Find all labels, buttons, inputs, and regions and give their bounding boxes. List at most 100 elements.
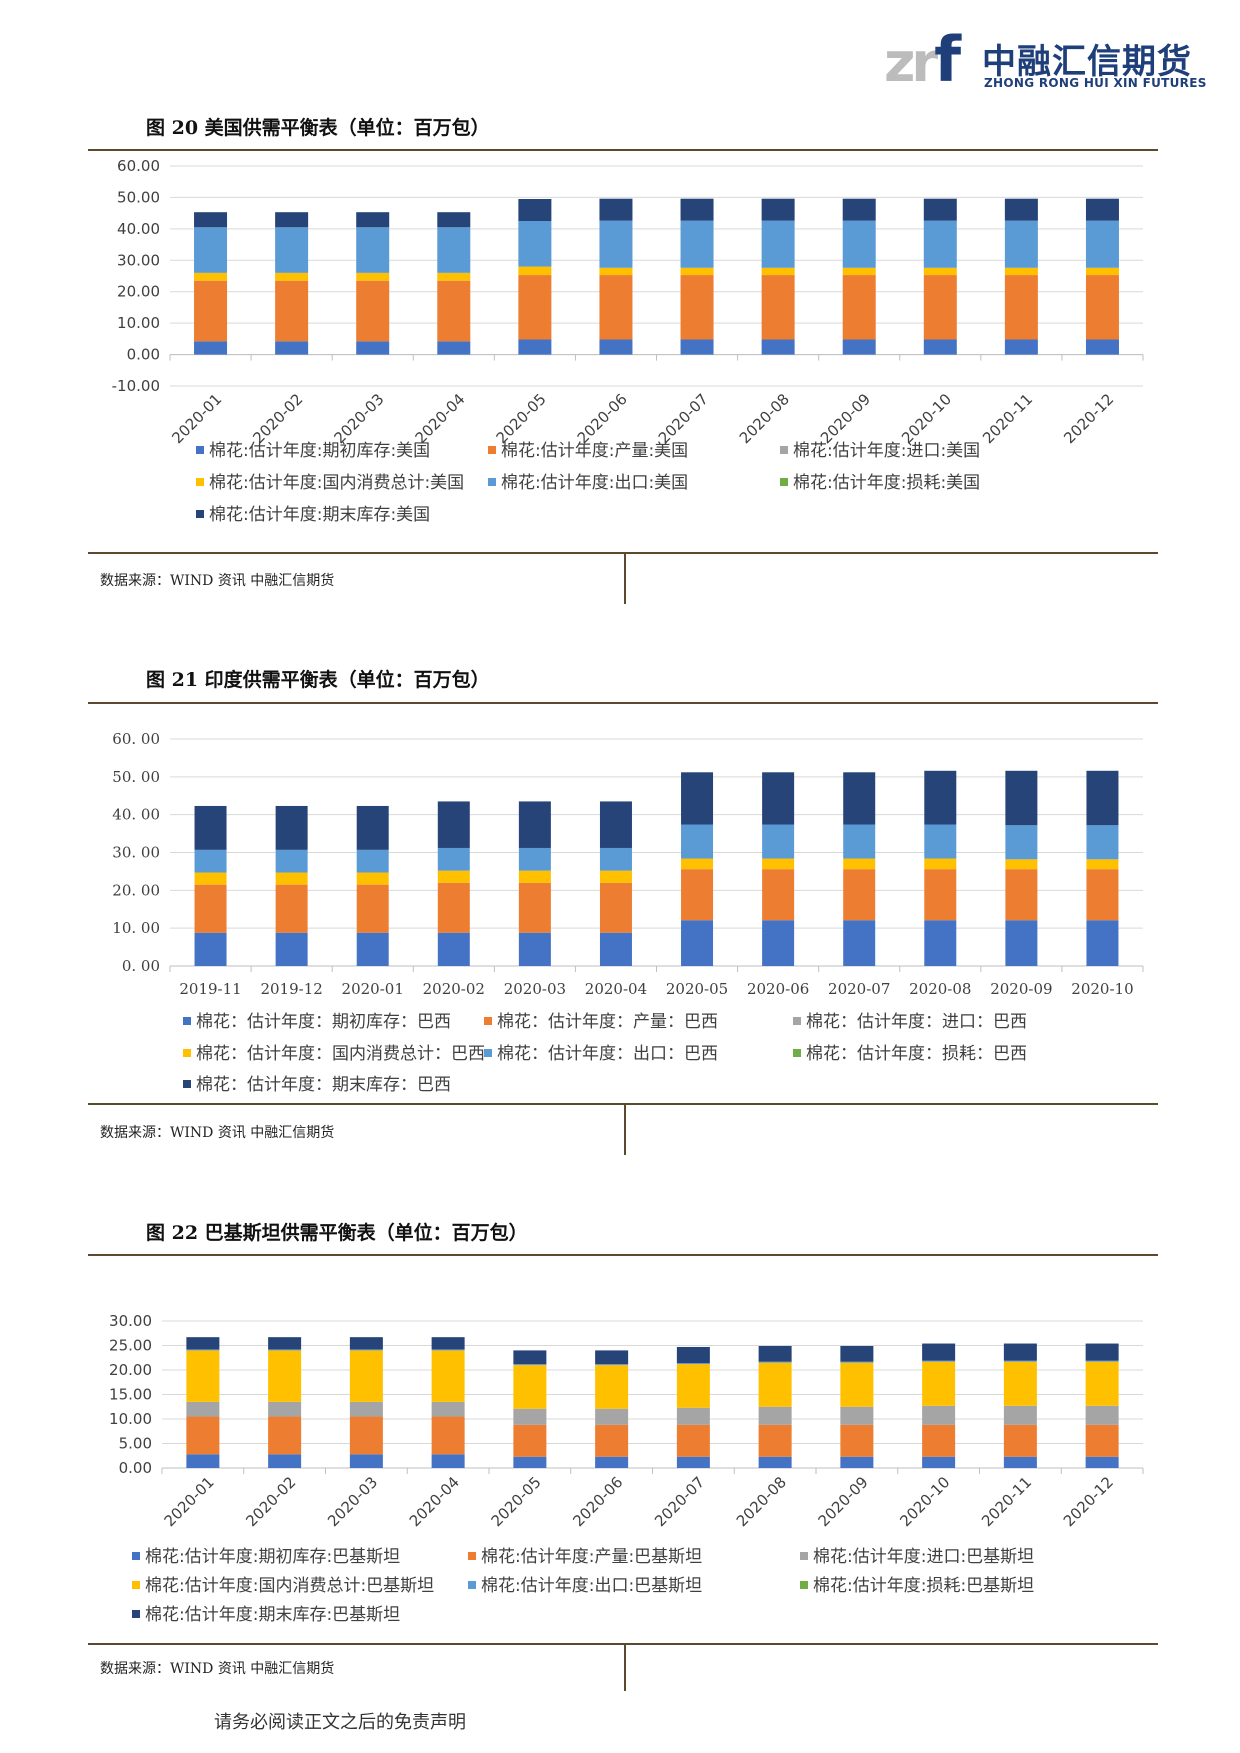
- bar-segment-consumption: [758, 1362, 792, 1407]
- bar-segment-production: [437, 882, 470, 933]
- y-tick-label: 50.00: [117, 188, 160, 206]
- figure-22-top-rule: [88, 1254, 1158, 1256]
- x-tick-label: 2020-09: [815, 1473, 872, 1530]
- legend-swatch: [196, 478, 204, 486]
- x-tick-label: 2020-08: [909, 980, 971, 998]
- bar-segment-production: [922, 1424, 956, 1457]
- bar-segment-consumption: [431, 1350, 465, 1402]
- x-tick-label: 2020-05: [666, 980, 728, 998]
- legend-label: 棉花:估计年度:进口:美国: [793, 441, 980, 461]
- bar-segment-opening-stock: [842, 339, 876, 355]
- bar-segment-export: [1005, 825, 1038, 860]
- y-tick-label: 40.00: [117, 220, 160, 238]
- legend-swatch: [132, 1552, 140, 1560]
- bar-segment-ending-stock: [1004, 198, 1038, 221]
- legend-label: 棉花:估计年度:进口:巴基斯坦: [813, 1547, 1034, 1567]
- x-tick-label: 2020-02: [242, 1473, 299, 1530]
- bar-segment-ending-stock: [349, 1337, 383, 1350]
- bar-segment-import: [595, 1408, 629, 1425]
- bar-segment-consumption: [437, 272, 471, 281]
- x-tick-label: 2020-05: [493, 390, 550, 447]
- bar-segment-export: [194, 227, 228, 273]
- x-tick-label: 2020-07: [828, 980, 890, 998]
- bar-segment-opening-stock: [924, 920, 957, 966]
- bar-segment-consumption: [1003, 1361, 1037, 1406]
- legend-swatch: [793, 1017, 801, 1025]
- bar-segment-export: [1086, 825, 1119, 860]
- bar-segment-consumption: [194, 872, 227, 885]
- bar-segment-consumption: [356, 872, 389, 885]
- bar-segment-opening-stock: [186, 1454, 220, 1468]
- bar-segment-production: [431, 1416, 465, 1455]
- figure-21-title: 图 21 印度供需平衡表（单位：百万包）: [146, 669, 490, 691]
- x-tick-label: 2020-06: [574, 390, 631, 447]
- figure-22-title: 图 22 巴基斯坦供需平衡表（单位：百万包）: [146, 1222, 528, 1244]
- legend-swatch: [484, 1049, 492, 1057]
- bar-segment-consumption: [1085, 1361, 1119, 1406]
- bar-segment-opening-stock: [349, 1454, 383, 1468]
- bar-segment-ending-stock: [922, 1343, 956, 1361]
- bar-segment-production: [761, 275, 795, 340]
- bar-segment-opening-stock: [758, 1456, 792, 1468]
- bar-segment-ending-stock: [681, 772, 714, 825]
- figure-20-divider: [624, 552, 626, 604]
- bar-segment-production: [356, 884, 389, 933]
- x-tick-label: 2020-07: [655, 390, 712, 447]
- bar-segment-production: [268, 1416, 302, 1455]
- legend-label: 棉花:估计年度:出口:巴基斯坦: [481, 1576, 702, 1596]
- legend-label: 棉花：估计年度：国内消费总计：巴西: [196, 1044, 485, 1064]
- bar-segment-production: [923, 275, 957, 340]
- bar-segment-ending-stock: [676, 1346, 710, 1364]
- x-tick-label: 2020-06: [569, 1473, 626, 1530]
- legend-label: 棉花：估计年度：出口：巴西: [497, 1044, 718, 1064]
- bar-segment-consumption: [194, 272, 228, 281]
- bar-segment-opening-stock: [437, 341, 471, 355]
- bar-segment-export: [275, 849, 308, 873]
- x-tick-label: 2020-12: [1060, 1473, 1117, 1530]
- legend-swatch: [196, 510, 204, 518]
- legend-label: 棉花:估计年度:国内消费总计:美国: [209, 473, 464, 493]
- bar-segment-opening-stock: [923, 339, 957, 355]
- bar-segment-consumption: [518, 266, 552, 276]
- figure-21-top-rule: [88, 702, 1158, 704]
- bar-segment-ending-stock: [356, 805, 389, 850]
- legend-swatch: [132, 1581, 140, 1589]
- bar-segment-production: [1085, 1424, 1119, 1457]
- x-tick-label: 2020-08: [736, 390, 793, 447]
- x-tick-label: 2020-01: [161, 1473, 218, 1530]
- bar-segment-ending-stock: [437, 801, 470, 848]
- bar-segment-export: [924, 824, 957, 859]
- y-tick-label: 60. 00: [112, 730, 160, 748]
- y-tick-label: 20. 00: [112, 881, 160, 899]
- x-tick-label: 2020-06: [747, 980, 809, 998]
- bar-segment-production: [676, 1424, 710, 1457]
- legend-label: 棉花:估计年度:期初库存:美国: [209, 441, 430, 461]
- bar-segment-production: [599, 275, 633, 340]
- bar-segment-ending-stock: [437, 212, 471, 228]
- figure-22-divider: [624, 1643, 626, 1691]
- x-tick-label: 2020-10: [898, 390, 955, 447]
- bar-segment-import: [186, 1401, 220, 1417]
- bar-segment-export: [518, 221, 552, 267]
- bar-segment-export: [761, 220, 795, 268]
- bar-segment-opening-stock: [595, 1456, 629, 1468]
- bar-segment-opening-stock: [437, 932, 470, 966]
- bar-segment-consumption: [599, 870, 632, 883]
- x-tick-label: 2020-11: [979, 390, 1036, 447]
- legend-label: 棉花:估计年度:期末库存:巴基斯坦: [145, 1605, 400, 1625]
- bar-segment-consumption: [923, 267, 957, 276]
- y-tick-label: 10.00: [109, 1410, 152, 1428]
- y-tick-label: 40. 00: [112, 806, 160, 824]
- legend-label: 棉花：估计年度：产量：巴西: [497, 1012, 718, 1032]
- bar-segment-ending-stock: [923, 198, 957, 221]
- bar-segment-production: [186, 1416, 220, 1455]
- legend-label: 棉花：估计年度：期初库存：巴西: [196, 1012, 451, 1032]
- figure-20-source: 数据来源：WIND 资讯 中融汇信期货: [100, 573, 335, 589]
- bar-segment-production: [275, 280, 309, 342]
- bar-segment-consumption: [840, 1362, 874, 1407]
- logo-chinese-name: 中融汇信期货: [982, 42, 1192, 82]
- x-tick-label: 2020-07: [651, 1473, 708, 1530]
- figure-20-top-rule: [88, 149, 1158, 151]
- x-tick-label: 2020-01: [342, 980, 404, 998]
- legend-swatch: [780, 478, 788, 486]
